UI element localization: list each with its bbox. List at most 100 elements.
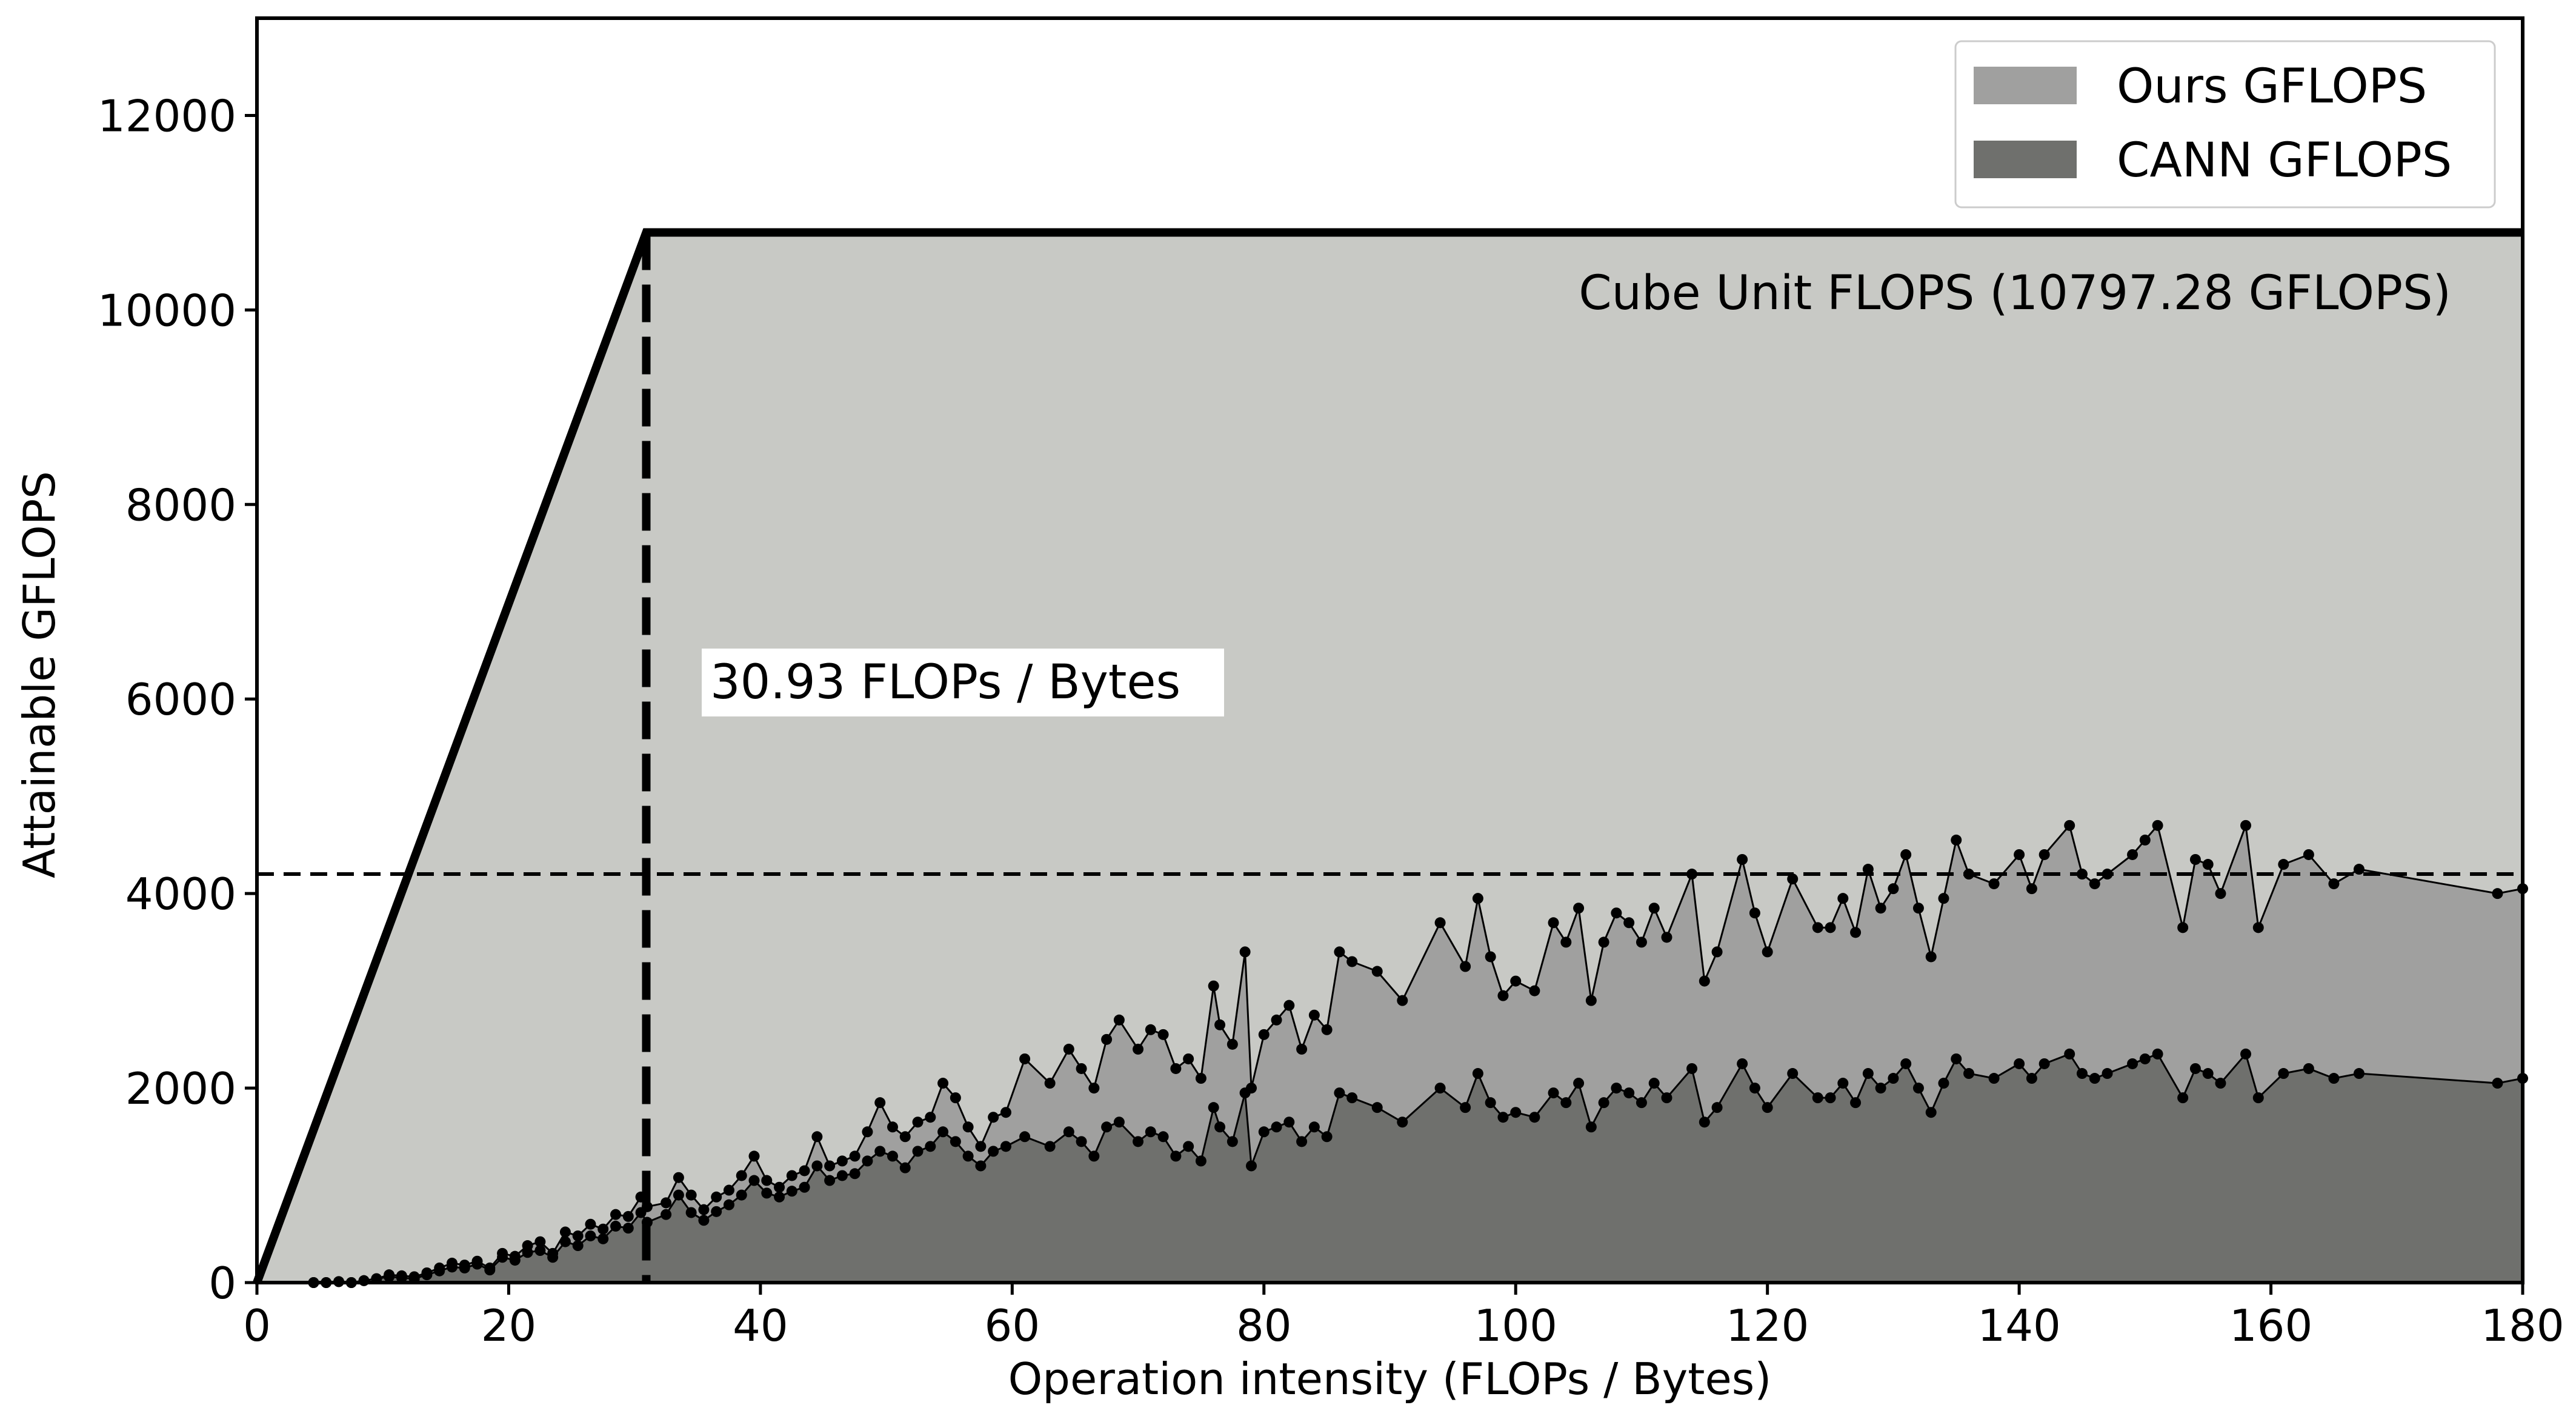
- data-point-cann-80: [1334, 1087, 1345, 1099]
- data-point-ours-70: [1214, 1019, 1226, 1030]
- data-point-cann-76: [1283, 1117, 1295, 1128]
- data-point-ours-82: [1371, 966, 1383, 977]
- data-point-cann-58: [1063, 1126, 1074, 1138]
- data-point-cann-66: [1170, 1150, 1182, 1162]
- data-point-ours-138: [2278, 859, 2289, 870]
- data-point-cann-7: [396, 1272, 407, 1283]
- data-point-cann-47: [899, 1162, 911, 1173]
- data-point-ours-66: [1170, 1063, 1182, 1074]
- data-point-ours-86: [1472, 893, 1483, 904]
- data-point-cann-71: [1226, 1136, 1238, 1147]
- data-point-cann-68: [1195, 1155, 1206, 1167]
- data-point-ours-119: [1951, 834, 1962, 846]
- data-point-cann-95: [1598, 1097, 1609, 1109]
- data-point-ours-72: [1239, 946, 1251, 958]
- data-point-cann-118: [1938, 1078, 1949, 1089]
- data-point-ours-139: [2303, 849, 2314, 860]
- data-point-ours-107: [1787, 873, 1799, 885]
- x-tick-label: 160: [2229, 1300, 2312, 1351]
- data-point-ours-111: [1850, 927, 1862, 938]
- data-point-ours-135: [2215, 888, 2226, 900]
- data-point-cann-134: [2202, 1068, 2214, 1080]
- data-point-ours-106: [1762, 946, 1773, 958]
- data-point-ours-23: [597, 1223, 609, 1235]
- data-point-ours-36: [761, 1175, 773, 1186]
- data-point-cann-56: [1019, 1131, 1031, 1143]
- data-point-cann-50: [937, 1126, 949, 1138]
- x-tick-label: 60: [985, 1300, 1040, 1351]
- data-point-cann-91: [1548, 1087, 1559, 1099]
- data-point-cann-124: [2039, 1058, 2050, 1069]
- data-point-cann-94: [1585, 1121, 1597, 1133]
- data-point-ours-30: [685, 1189, 697, 1201]
- data-point-ours-76: [1283, 1000, 1295, 1011]
- data-point-cann-21: [572, 1240, 584, 1252]
- data-point-cann-89: [1510, 1107, 1522, 1118]
- data-point-ours-81: [1346, 956, 1358, 967]
- data-point-cann-64: [1145, 1126, 1156, 1138]
- data-point-cann-34: [736, 1189, 747, 1201]
- data-point-cann-90: [1529, 1112, 1540, 1123]
- data-point-ours-77: [1296, 1043, 1308, 1055]
- data-point-ours-83: [1397, 995, 1408, 1006]
- data-point-cann-86: [1472, 1068, 1483, 1080]
- data-point-cann-125: [2064, 1048, 2075, 1060]
- data-point-cann-88: [1497, 1112, 1509, 1123]
- ridge-annotation-text: 30.93 FLOPs / Bytes: [710, 655, 1180, 710]
- data-point-cann-87: [1485, 1097, 1496, 1109]
- data-point-cann-38: [786, 1186, 797, 1197]
- ridge-annotation-background: [702, 649, 1224, 716]
- data-point-ours-61: [1101, 1033, 1113, 1045]
- data-point-ours-37: [774, 1181, 785, 1193]
- data-point-cann-84: [1434, 1083, 1446, 1094]
- data-point-ours-69: [1208, 980, 1219, 992]
- y-tick-label: 12000: [98, 90, 236, 141]
- x-tick-label: 140: [1977, 1300, 2060, 1351]
- data-point-cann-74: [1258, 1126, 1270, 1138]
- x-tick-label: 80: [1236, 1300, 1292, 1351]
- data-point-ours-46: [887, 1121, 898, 1133]
- data-point-cann-63: [1133, 1136, 1144, 1147]
- data-point-ours-47: [899, 1131, 911, 1143]
- data-point-ours-79: [1321, 1024, 1333, 1035]
- data-point-ours-89: [1510, 975, 1522, 987]
- series-area-cann: [313, 1053, 2523, 1283]
- data-point-cann-85: [1460, 1102, 1471, 1113]
- data-point-ours-116: [1912, 903, 1924, 914]
- data-point-cann-121: [1988, 1073, 2000, 1084]
- data-point-cann-133: [2189, 1063, 2201, 1074]
- data-point-cann-11: [446, 1261, 458, 1273]
- data-point-ours-25: [622, 1210, 634, 1222]
- data-point-cann-30: [685, 1207, 697, 1218]
- data-point-cann-138: [2278, 1068, 2289, 1080]
- y-tick-label: 10000: [98, 285, 236, 336]
- data-point-ours-132: [2177, 922, 2189, 933]
- data-point-cann-96: [1611, 1083, 1622, 1094]
- data-point-ours-92: [1560, 936, 1572, 948]
- data-point-cann-119: [1951, 1053, 1962, 1064]
- data-point-ours-24: [610, 1209, 622, 1220]
- data-point-cann-55: [1000, 1141, 1011, 1152]
- data-point-cann-131: [2152, 1048, 2163, 1060]
- data-point-cann-16: [509, 1255, 521, 1266]
- axes-frame: [255, 16, 2524, 1284]
- data-point-cann-117: [1925, 1107, 1937, 1118]
- data-point-cann-51: [950, 1136, 961, 1147]
- data-point-cann-135: [2215, 1078, 2226, 1089]
- data-point-ours-105: [1749, 907, 1760, 919]
- data-point-cann-49: [925, 1141, 936, 1152]
- data-point-cann-31: [698, 1215, 710, 1226]
- x-tick-label: 20: [481, 1300, 537, 1351]
- data-point-ours-97: [1623, 917, 1635, 929]
- data-point-cann-45: [874, 1146, 886, 1157]
- data-point-ours-35: [748, 1150, 760, 1162]
- data-point-ours-43: [849, 1150, 860, 1162]
- data-point-cann-54: [988, 1146, 999, 1157]
- data-point-cann-44: [862, 1155, 873, 1167]
- data-point-cann-79: [1321, 1131, 1333, 1143]
- data-point-ours-59: [1076, 1063, 1087, 1074]
- data-point-cann-46: [887, 1150, 898, 1162]
- data-point-ours-50: [937, 1078, 949, 1089]
- data-point-ours-57: [1044, 1078, 1056, 1089]
